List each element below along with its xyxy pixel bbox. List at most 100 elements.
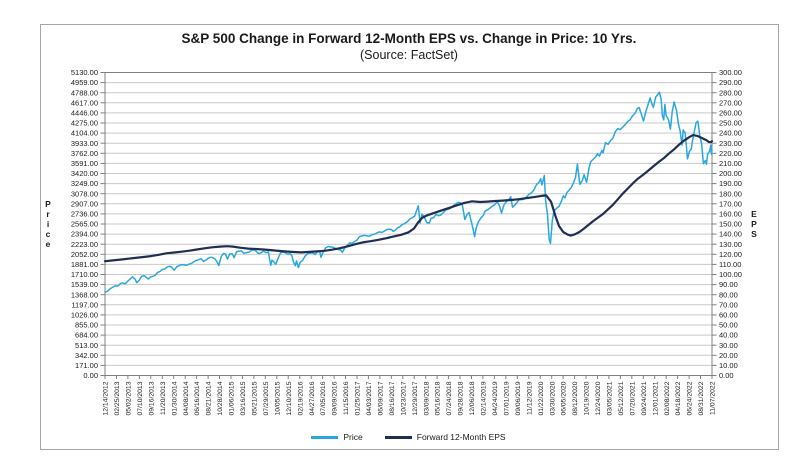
svg-text:11/12/2019: 11/12/2019 bbox=[526, 381, 533, 415]
svg-text:08/31/2022: 08/31/2022 bbox=[698, 381, 705, 415]
svg-text:2565.00: 2565.00 bbox=[71, 220, 98, 229]
left-axis-title: Price bbox=[45, 199, 51, 249]
svg-text:09/06/2019: 09/06/2019 bbox=[515, 381, 522, 415]
eps-line bbox=[103, 134, 714, 263]
svg-text:04/18/2022: 04/18/2022 bbox=[675, 381, 682, 415]
svg-text:03/16/2015: 03/16/2015 bbox=[240, 381, 247, 415]
legend-label-eps: Forward 12-Month EPS bbox=[416, 432, 506, 442]
svg-text:P: P bbox=[45, 199, 51, 209]
svg-text:03/05/2021: 03/05/2021 bbox=[607, 381, 614, 415]
svg-text:10/05/2015: 10/05/2015 bbox=[274, 381, 281, 415]
chart-outer-border bbox=[40, 24, 779, 450]
svg-text:190.00: 190.00 bbox=[719, 179, 742, 188]
svg-text:1026.00: 1026.00 bbox=[71, 311, 98, 320]
svg-text:230.00: 230.00 bbox=[719, 139, 742, 148]
svg-text:06/24/2022: 06/24/2022 bbox=[687, 381, 694, 415]
svg-text:3249.00: 3249.00 bbox=[71, 179, 98, 188]
svg-text:342.00: 342.00 bbox=[75, 351, 98, 360]
svg-text:r: r bbox=[46, 209, 50, 219]
svg-text:3420.00: 3420.00 bbox=[71, 169, 98, 178]
svg-text:120.00: 120.00 bbox=[719, 250, 742, 259]
svg-text:1197.00: 1197.00 bbox=[71, 300, 98, 309]
eps-line-swatch bbox=[384, 435, 412, 439]
svg-text:2223.00: 2223.00 bbox=[71, 240, 98, 249]
svg-text:e: e bbox=[46, 239, 51, 249]
svg-text:270.00: 270.00 bbox=[719, 98, 742, 107]
svg-text:2394.00: 2394.00 bbox=[71, 230, 98, 239]
svg-text:09/24/2021: 09/24/2021 bbox=[641, 381, 648, 415]
plot-frame bbox=[104, 72, 713, 376]
svg-text:07/29/2015: 07/29/2015 bbox=[263, 381, 270, 415]
svg-text:140.00: 140.00 bbox=[719, 230, 742, 239]
svg-text:06/16/2014: 06/16/2014 bbox=[194, 381, 201, 415]
svg-text:1539.00: 1539.00 bbox=[71, 280, 98, 289]
svg-text:250.00: 250.00 bbox=[719, 119, 742, 128]
svg-text:07/05/2016: 07/05/2016 bbox=[320, 381, 327, 415]
svg-text:03/09/2018: 03/09/2018 bbox=[423, 381, 430, 415]
svg-text:10/23/2017: 10/23/2017 bbox=[400, 381, 407, 415]
svg-text:11/07/2022: 11/07/2022 bbox=[710, 381, 717, 415]
svg-text:09/16/2013: 09/16/2013 bbox=[148, 381, 155, 415]
svg-text:300.00: 300.00 bbox=[719, 68, 742, 77]
svg-text:280.00: 280.00 bbox=[719, 88, 742, 97]
svg-text:130.00: 130.00 bbox=[719, 240, 742, 249]
svg-text:5130.00: 5130.00 bbox=[71, 68, 98, 77]
legend-item-price: Price bbox=[311, 432, 363, 442]
svg-text:05/21/2015: 05/21/2015 bbox=[252, 381, 259, 415]
chart-subtitle: (Source: FactSet) bbox=[360, 48, 458, 62]
svg-text:05/02/2013: 05/02/2013 bbox=[126, 381, 133, 415]
svg-text:4788.00: 4788.00 bbox=[71, 88, 98, 97]
svg-text:855.00: 855.00 bbox=[75, 321, 98, 330]
svg-text:09/09/2016: 09/09/2016 bbox=[332, 381, 339, 415]
chart-title: S&P 500 Change in Forward 12-Month EPS v… bbox=[181, 31, 637, 46]
svg-text:80.00: 80.00 bbox=[719, 290, 738, 299]
svg-text:07/20/2021: 07/20/2021 bbox=[629, 381, 636, 415]
svg-text:3078.00: 3078.00 bbox=[71, 189, 98, 198]
svg-text:50.00: 50.00 bbox=[719, 321, 738, 330]
svg-text:06/09/2017: 06/09/2017 bbox=[378, 381, 385, 415]
svg-text:210.00: 210.00 bbox=[719, 159, 742, 168]
svg-text:02/19/2016: 02/19/2016 bbox=[297, 381, 304, 415]
svg-text:01/06/2015: 01/06/2015 bbox=[229, 381, 236, 415]
y-gridlines bbox=[105, 72, 712, 376]
price-line bbox=[104, 91, 713, 293]
svg-text:90.00: 90.00 bbox=[719, 280, 738, 289]
svg-text:2736.00: 2736.00 bbox=[71, 210, 98, 219]
svg-text:4104.00: 4104.00 bbox=[71, 129, 98, 138]
svg-text:11/20/2013: 11/20/2013 bbox=[160, 381, 167, 415]
svg-text:09/28/2018: 09/28/2018 bbox=[458, 381, 465, 415]
svg-text:684.00: 684.00 bbox=[75, 331, 98, 340]
svg-text:171.00: 171.00 bbox=[75, 361, 98, 370]
svg-text:07/10/2013: 07/10/2013 bbox=[137, 381, 144, 415]
svg-text:290.00: 290.00 bbox=[719, 78, 742, 87]
svg-text:180.00: 180.00 bbox=[719, 189, 742, 198]
svg-text:12/14/2012: 12/14/2012 bbox=[103, 381, 110, 415]
svg-text:240.00: 240.00 bbox=[719, 129, 742, 138]
svg-text:1368.00: 1368.00 bbox=[71, 290, 98, 299]
svg-text:513.00: 513.00 bbox=[75, 341, 98, 350]
x-axis-labels: 12/14/2012 02/25/2013 05/02/2013 07/10/2013… bbox=[103, 375, 717, 416]
svg-text:4446.00: 4446.00 bbox=[71, 109, 98, 118]
svg-text:08/21/2014: 08/21/2014 bbox=[206, 381, 213, 415]
svg-text:04/24/2019: 04/24/2019 bbox=[492, 381, 499, 415]
svg-text:E: E bbox=[751, 209, 757, 219]
svg-text:05/12/2021: 05/12/2021 bbox=[618, 381, 625, 415]
legend: Price Forward 12-Month EPS bbox=[105, 432, 712, 442]
svg-text:01/22/2020: 01/22/2020 bbox=[538, 381, 545, 415]
svg-text:260.00: 260.00 bbox=[719, 109, 742, 118]
svg-text:04/08/2014: 04/08/2014 bbox=[183, 381, 190, 415]
svg-text:02/08/2022: 02/08/2022 bbox=[664, 381, 671, 415]
legend-label-price: Price bbox=[343, 432, 363, 442]
svg-text:12/24/2020: 12/24/2020 bbox=[595, 381, 602, 415]
svg-text:60.00: 60.00 bbox=[719, 311, 738, 320]
svg-text:4959.00: 4959.00 bbox=[71, 78, 98, 87]
svg-text:10/28/2014: 10/28/2014 bbox=[217, 381, 224, 415]
svg-text:1881.00: 1881.00 bbox=[71, 260, 98, 269]
legend-item-eps: Forward 12-Month EPS bbox=[384, 432, 506, 442]
svg-text:4617.00: 4617.00 bbox=[71, 98, 98, 107]
svg-text:i: i bbox=[47, 219, 49, 229]
svg-text:0.00: 0.00 bbox=[83, 371, 98, 380]
